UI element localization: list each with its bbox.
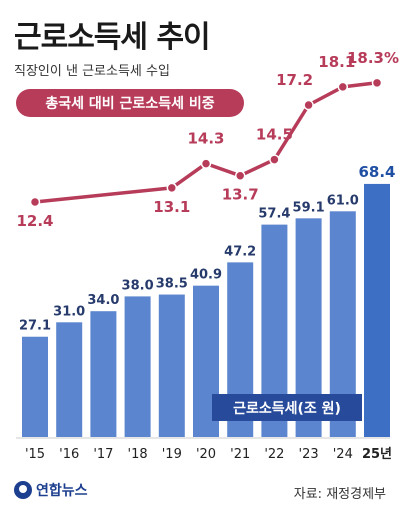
chart-title: 근로소득세 추이	[14, 20, 211, 55]
bar-value-label-10: 68.4	[358, 163, 395, 181]
share-point-10	[371, 77, 383, 89]
source-note: 자료: 재정경제부	[293, 487, 386, 502]
bar-value-label-3: 38.0	[122, 278, 154, 293]
publisher-logo: 연합뉴스	[14, 480, 88, 500]
share-value-label-4: 13.1	[153, 198, 190, 216]
bar-4	[158, 294, 185, 437]
share-value-label-5: 14.3	[187, 130, 224, 148]
bar-value-label-1: 31.0	[53, 304, 85, 319]
bar-1	[56, 322, 83, 437]
share-value-label-0: 12.4	[16, 212, 53, 230]
share-point-8	[303, 99, 314, 111]
bar-value-label-9: 61.0	[327, 193, 359, 208]
bar-legend-label: 근로소득세(조 원)	[233, 401, 341, 417]
publisher-name: 연합뉴스	[36, 483, 88, 499]
x-tick-label-9: '24	[333, 447, 353, 462]
share-point-7	[269, 154, 280, 165]
x-tick-label-1: '16	[59, 447, 79, 462]
x-tick-label-0: '15	[25, 447, 45, 462]
chart-subtitle: 직장인이 낸 근로소득세 수입	[14, 64, 170, 79]
share-point-4	[166, 182, 178, 194]
bar-value-label-2: 34.0	[87, 293, 119, 308]
x-tick-label-6: '21	[230, 447, 250, 462]
bar-10	[364, 183, 390, 437]
x-tick-label-10: 25년	[362, 447, 392, 462]
x-tick-label-8: '23	[299, 447, 319, 462]
share-value-label-9: 18.1	[318, 53, 355, 71]
chart-canvas: 27.1 '15 31.0 '16 34.0 '17 38.0 '18 38.5 '19 40.9 '…	[16, 49, 399, 462]
line-legend-label: 총국세 대비 근로소득세 비중	[45, 96, 214, 112]
yonhap-logo-icon	[14, 481, 32, 499]
bar-3	[124, 296, 151, 437]
share-point-9	[337, 81, 349, 93]
share-value-label-7: 14.5	[256, 126, 293, 144]
share-line	[33, 81, 379, 204]
bar-value-label-4: 38.5	[156, 277, 188, 292]
x-tick-label-7: '22	[264, 447, 284, 462]
bar-value-label-6: 47.2	[224, 244, 256, 259]
bar-value-label-8: 59.1	[293, 200, 325, 215]
line-legend-pill	[16, 89, 244, 117]
x-tick-label-5: '20	[196, 447, 216, 462]
bar-value-label-5: 40.9	[190, 268, 222, 283]
share-point-6	[234, 170, 246, 181]
share-point-5	[200, 158, 212, 169]
x-tick-label-4: '19	[162, 447, 182, 462]
share-point-0	[29, 196, 41, 208]
bar-2	[90, 311, 117, 437]
x-tick-label-2: '17	[93, 447, 113, 462]
x-tick-label-3: '18	[128, 447, 148, 462]
bar-value-label-7: 57.4	[258, 207, 290, 222]
share-value-label-10: 18.3%	[347, 49, 399, 67]
bar-legend-box	[212, 394, 362, 421]
bar-value-label-0: 27.1	[19, 319, 51, 334]
bar-0	[22, 336, 48, 437]
share-value-label-8: 17.2	[276, 71, 313, 89]
share-value-label-6: 13.7	[222, 186, 259, 204]
